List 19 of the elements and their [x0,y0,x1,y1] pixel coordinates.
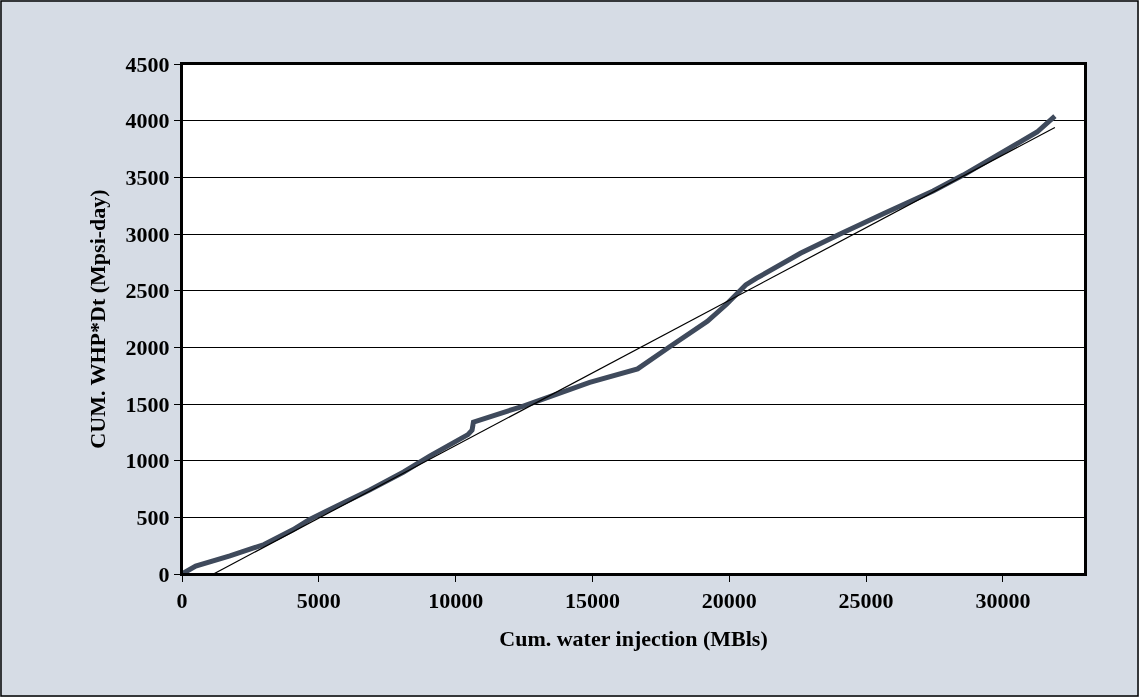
y-tick-label: 500 [136,505,170,531]
y-tick-label: 4500 [125,51,170,77]
y-tick-label: 1000 [125,448,170,474]
y-tick-label: 1500 [125,391,170,417]
y-tick-label: 3500 [125,165,170,191]
y-tick-label: 3000 [125,221,170,247]
y-tick-label: 2500 [125,278,170,304]
x-tick-label: 15000 [564,588,620,614]
x-tick-label: 20000 [701,588,757,614]
y-axis-title: CUM. WHP*Dt (Mpsi-day) [84,189,110,449]
x-tick-label: 30000 [975,588,1031,614]
x-axis-title: Cum. water injection (MBls) [499,625,768,651]
y-tick-label: 2000 [125,335,170,361]
x-tick-label: 25000 [838,588,894,614]
x-tick-label: 0 [176,588,188,614]
y-tick-label: 4000 [125,108,170,134]
x-tick-label: 5000 [296,588,341,614]
y-tick-label: 0 [158,561,170,587]
x-tick-label: 10000 [428,588,484,614]
